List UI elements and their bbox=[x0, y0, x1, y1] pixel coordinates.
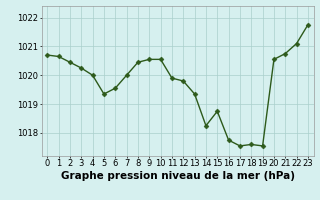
X-axis label: Graphe pression niveau de la mer (hPa): Graphe pression niveau de la mer (hPa) bbox=[60, 171, 295, 181]
